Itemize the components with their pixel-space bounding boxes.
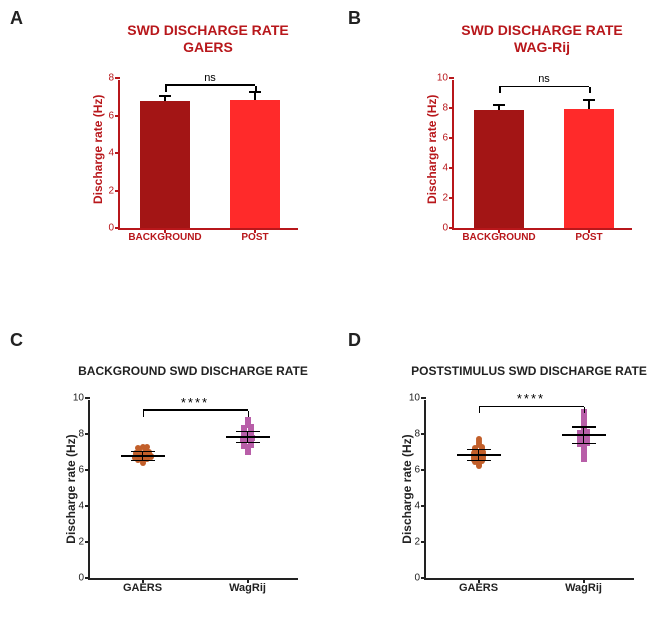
significance-bracket: ns [454, 80, 632, 228]
chart-title: POSTSTIMULUS SWD DISCHARGE RATE [384, 364, 668, 378]
y-axis-label: Discharge rate (Hz) [425, 104, 439, 204]
figure-root: A B C D SWD DISCHARGE RATEGAERS02468BACK… [0, 0, 668, 640]
plot-area: 0246810GAERSWagRij**** [424, 400, 634, 580]
chart-title: SWD DISCHARGE RATEGAERS [78, 22, 338, 56]
y-axis-label: Discharge rate (Hz) [64, 434, 78, 544]
plot-area: 0246810BACKGROUNDPOSTns [452, 80, 632, 230]
chart-title: BACKGROUND SWD DISCHARGE RATE [48, 364, 338, 378]
significance-bracket: **** [90, 400, 298, 578]
significance-label: ns [538, 73, 550, 85]
significance-label: **** [517, 391, 545, 406]
y-axis-label: Discharge rate (Hz) [400, 434, 414, 544]
significance-bracket: ns [120, 80, 298, 228]
plot-area: 02468BACKGROUNDPOSTns [118, 80, 298, 230]
chart-title: SWD DISCHARGE RATEWAG-Rij [412, 22, 668, 56]
significance-label: ns [204, 72, 216, 84]
significance-label: **** [181, 395, 209, 410]
y-axis-label: Discharge rate (Hz) [91, 104, 105, 204]
significance-bracket: **** [426, 400, 634, 578]
plot-area: 0246810GAERSWagRij**** [88, 400, 298, 580]
